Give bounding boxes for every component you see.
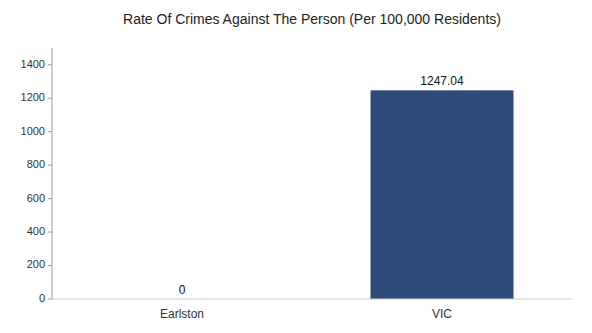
- y-tick-label: 400: [27, 225, 45, 237]
- x-axis: Earlston VIC: [52, 299, 572, 321]
- y-tick: [48, 265, 52, 266]
- y-tick: [48, 198, 52, 199]
- y-tick: [48, 98, 52, 99]
- y-tick: [48, 165, 52, 166]
- y-tick-label: 1200: [21, 91, 45, 103]
- y-tick: [48, 299, 52, 300]
- data-label: 1247.04: [420, 74, 464, 88]
- data-label: 0: [179, 283, 186, 297]
- x-tick-label: Earlston: [160, 307, 204, 321]
- data-labels: 0 1247.04: [179, 74, 464, 297]
- page: {"chart_data": {"type": "bar", "title": …: [0, 0, 592, 333]
- y-tick: [48, 131, 52, 132]
- y-tick-label: 600: [27, 192, 45, 204]
- chart-title: Rate Of Crimes Against The Person (Per 1…: [123, 11, 501, 27]
- x-tick-label: VIC: [432, 307, 452, 321]
- y-tick-label: 0: [39, 292, 45, 304]
- y-axis: 0 200 400 600 800 1000 1200 1400: [21, 48, 52, 304]
- chart-svg: Rate Of Crimes Against The Person (Per 1…: [0, 0, 592, 333]
- y-tick-label: 200: [27, 258, 45, 270]
- y-tick-label: 1000: [21, 125, 45, 137]
- y-axis-line: [52, 48, 53, 299]
- y-tick: [48, 232, 52, 233]
- y-tick-label: 1400: [21, 58, 45, 70]
- chart-container: Rate Of Crimes Against The Person (Per 1…: [0, 0, 592, 333]
- y-tick-label: 800: [27, 158, 45, 170]
- bars: [371, 90, 514, 299]
- y-tick: [48, 64, 52, 65]
- x-axis-line: [52, 299, 572, 300]
- bar: [371, 90, 514, 299]
